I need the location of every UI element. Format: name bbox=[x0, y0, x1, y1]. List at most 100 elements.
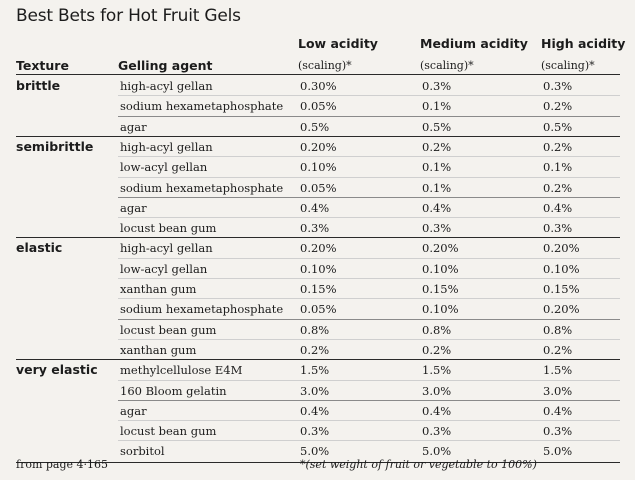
low-acidity-cell: 0.4% bbox=[300, 403, 330, 418]
gelling-agent-cell: 160 Bloom gelatin bbox=[120, 383, 227, 398]
gelling-agent-cell: low-acyl gellan bbox=[120, 160, 208, 175]
header-low-scaling: (scaling)* bbox=[298, 59, 352, 72]
row-divider bbox=[118, 257, 620, 259]
low-acidity-cell: 0.4% bbox=[300, 200, 330, 215]
medium-acidity-cell: 0.1% bbox=[422, 160, 452, 175]
high-acidity-cell: 3.0% bbox=[543, 383, 573, 398]
high-acidity-cell: 0.20% bbox=[543, 241, 580, 256]
high-acidity-cell: 0.20% bbox=[543, 302, 580, 317]
medium-acidity-cell: 0.2% bbox=[422, 139, 452, 154]
row-divider bbox=[118, 440, 620, 442]
high-acidity-cell: 0.2% bbox=[543, 139, 573, 154]
high-acidity-cell: 1.5% bbox=[543, 363, 573, 378]
low-acidity-cell: 0.3% bbox=[300, 221, 330, 236]
medium-acidity-cell: 1.5% bbox=[422, 363, 452, 378]
low-acidity-cell: 0.10% bbox=[300, 261, 337, 276]
texture-label: elastic bbox=[16, 240, 63, 256]
header-high-acidity: High acidity bbox=[541, 36, 626, 51]
texture-label: very elastic bbox=[16, 362, 98, 378]
header-gelling-agent: Gelling agent bbox=[118, 58, 213, 73]
row-divider bbox=[118, 95, 620, 97]
high-acidity-cell: 0.5% bbox=[543, 119, 573, 134]
medium-acidity-cell: 0.5% bbox=[422, 119, 452, 134]
medium-acidity-cell: 0.15% bbox=[422, 282, 459, 296]
low-acidity-cell: 3.0% bbox=[300, 383, 330, 398]
row-divider bbox=[118, 379, 620, 381]
high-acidity-cell: 0.2% bbox=[543, 342, 573, 357]
gelling-agent-cell: xanthan gum bbox=[120, 282, 197, 296]
high-acidity-cell: 0.8% bbox=[543, 322, 573, 337]
high-acidity-cell: 5.0% bbox=[543, 444, 573, 459]
texture-label: brittle bbox=[16, 78, 61, 93]
high-acidity-cell: 0.2% bbox=[543, 99, 573, 114]
low-acidity-cell: 0.05% bbox=[300, 302, 337, 317]
low-acidity-cell: 0.20% bbox=[300, 139, 337, 154]
row-divider bbox=[118, 156, 620, 158]
header-low-acidity: Low acidity bbox=[298, 36, 378, 51]
header-rule bbox=[16, 74, 620, 75]
gelling-agent-cell: high-acyl gellan bbox=[120, 139, 213, 154]
subgroup-divider bbox=[118, 318, 620, 320]
low-acidity-cell: 0.2% bbox=[300, 342, 330, 357]
gelling-agent-cell: sodium hexametaphosphate bbox=[120, 180, 284, 195]
header-texture: Texture bbox=[16, 58, 69, 73]
low-acidity-cell: 0.3% bbox=[300, 424, 330, 439]
footer-source: from page 4·165 bbox=[16, 458, 109, 471]
row-divider bbox=[118, 420, 620, 422]
medium-acidity-cell: 0.3% bbox=[422, 221, 452, 236]
medium-acidity-cell: 0.4% bbox=[422, 403, 452, 418]
low-acidity-cell: 0.20% bbox=[300, 241, 337, 256]
subgroup-divider bbox=[118, 399, 620, 401]
gelling-agent-cell: sorbitol bbox=[120, 444, 165, 459]
gelling-agent-cell: high-acyl gellan bbox=[120, 79, 213, 93]
low-acidity-cell: 5.0% bbox=[300, 444, 330, 459]
low-acidity-cell: 0.10% bbox=[300, 160, 337, 175]
medium-acidity-cell: 0.3% bbox=[422, 424, 452, 439]
gelling-agent-cell: agar bbox=[120, 403, 147, 418]
medium-acidity-cell: 0.10% bbox=[422, 261, 459, 276]
gelling-agent-cell: locust bean gum bbox=[120, 322, 217, 337]
row-divider bbox=[118, 338, 620, 340]
header-medium-scaling: (scaling)* bbox=[420, 59, 474, 72]
low-acidity-cell: 0.05% bbox=[300, 180, 337, 195]
row-divider bbox=[118, 217, 620, 219]
high-acidity-cell: 0.3% bbox=[543, 221, 573, 236]
group-rule bbox=[16, 359, 620, 361]
high-acidity-cell: 0.10% bbox=[543, 261, 580, 276]
high-acidity-cell: 0.15% bbox=[543, 282, 580, 296]
low-acidity-cell: 0.05% bbox=[300, 99, 337, 114]
texture-label: semibrittle bbox=[16, 138, 94, 154]
subgroup-divider bbox=[118, 196, 620, 198]
page-title: Best Bets for Hot Fruit Gels bbox=[16, 6, 241, 26]
medium-acidity-cell: 0.1% bbox=[422, 99, 452, 114]
medium-acidity-cell: 5.0% bbox=[422, 444, 452, 459]
high-acidity-cell: 0.3% bbox=[543, 424, 573, 439]
medium-acidity-cell: 0.1% bbox=[422, 180, 452, 195]
low-acidity-cell: 0.5% bbox=[300, 119, 330, 134]
medium-acidity-cell: 0.3% bbox=[422, 79, 452, 93]
high-acidity-cell: 0.4% bbox=[543, 200, 573, 215]
low-acidity-cell: 0.15% bbox=[300, 282, 337, 296]
medium-acidity-cell: 0.8% bbox=[422, 322, 452, 337]
gelling-agent-cell: sodium hexametaphosphate bbox=[120, 302, 284, 317]
header-medium-acidity: Medium acidity bbox=[420, 36, 528, 51]
row-divider bbox=[118, 176, 620, 178]
medium-acidity-cell: 3.0% bbox=[422, 383, 452, 398]
medium-acidity-cell: 0.2% bbox=[422, 342, 452, 357]
medium-acidity-cell: 0.10% bbox=[422, 302, 459, 317]
low-acidity-cell: 0.8% bbox=[300, 322, 330, 337]
gelling-agent-cell: locust bean gum bbox=[120, 221, 217, 236]
gelling-agent-cell: xanthan gum bbox=[120, 342, 197, 357]
gelling-agent-cell: low-acyl gellan bbox=[120, 261, 208, 276]
gelling-agent-cell: agar bbox=[120, 200, 147, 215]
gelling-agent-cell: methylcellulose E4M bbox=[120, 363, 243, 378]
gelling-agent-cell: agar bbox=[120, 119, 147, 134]
medium-acidity-cell: 0.4% bbox=[422, 200, 452, 215]
low-acidity-cell: 1.5% bbox=[300, 363, 330, 378]
group-rule bbox=[16, 237, 620, 239]
high-acidity-cell: 0.2% bbox=[543, 180, 573, 195]
row-divider bbox=[118, 298, 620, 300]
high-acidity-cell: 0.4% bbox=[543, 403, 573, 418]
header-high-scaling: (scaling)* bbox=[541, 59, 595, 72]
high-acidity-cell: 0.1% bbox=[543, 160, 573, 175]
